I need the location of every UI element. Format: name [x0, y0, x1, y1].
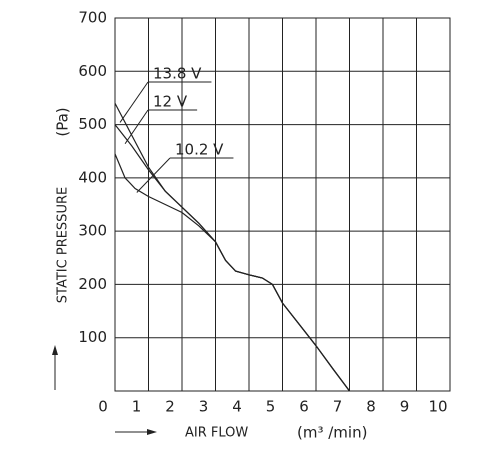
x-tick-label: 4 — [232, 398, 242, 416]
x-tick-label: 7 — [333, 398, 343, 416]
series-label: 12 V — [153, 93, 188, 111]
x-arrow-head — [147, 429, 157, 435]
y-arrow-head — [52, 345, 58, 355]
curve — [114, 102, 350, 392]
x-axis-label: AIR FLOW — [185, 426, 248, 441]
x-tick-label: 5 — [266, 398, 276, 416]
x-axis-unit: (m³ /min) — [297, 424, 367, 442]
x-tick-label: 1 — [132, 398, 142, 416]
x-tick-label: 6 — [299, 398, 309, 416]
y-axis-label: STATIC PRESSURE — [56, 187, 71, 303]
curve — [114, 153, 350, 392]
x-tick-label: 2 — [165, 398, 175, 416]
x-tick-label: 0 — [98, 398, 108, 416]
y-tick-label: 600 — [78, 62, 107, 80]
x-tick-label: 9 — [400, 398, 410, 416]
x-tick-label: 10 — [428, 398, 447, 416]
y-tick-label: 400 — [78, 168, 107, 186]
series-label: 10.2 V — [175, 141, 224, 159]
series-label: 13.8 V — [153, 65, 202, 83]
y-tick-label: 500 — [78, 115, 107, 133]
y-tick-label: 100 — [78, 328, 107, 346]
y-tick-label: 700 — [78, 9, 107, 27]
x-tick-label: 3 — [199, 398, 209, 416]
leader-line — [124, 109, 149, 145]
y-axis-unit: (Pa) — [54, 107, 72, 136]
leader-line — [136, 157, 171, 193]
y-tick-label: 300 — [78, 222, 107, 240]
leader-line — [119, 81, 149, 123]
y-tick-label: 200 — [78, 275, 107, 293]
x-tick-label: 8 — [366, 398, 376, 416]
curve — [114, 124, 350, 392]
